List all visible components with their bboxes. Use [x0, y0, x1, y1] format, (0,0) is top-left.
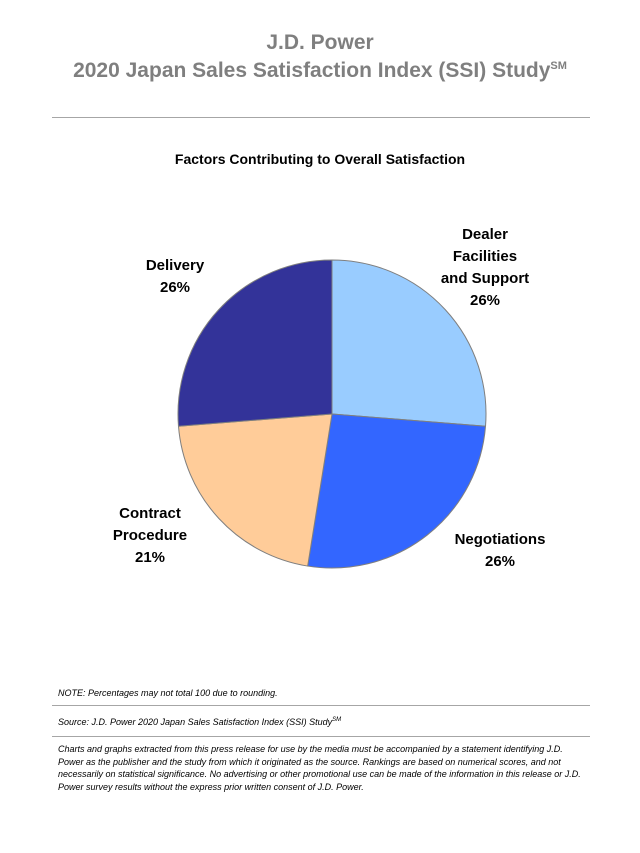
label-dealer-line2: Facilities — [452, 248, 518, 265]
header-subtitle-text: 2020 Japan Sales Satisfaction Index (SSI… — [73, 59, 551, 82]
label-delivery-line1: Delivery — [145, 257, 205, 274]
service-mark: SM — [550, 60, 567, 72]
label-contract-value: 21% — [134, 549, 166, 566]
header-subtitle: 2020 Japan Sales Satisfaction Index (SSI… — [0, 56, 640, 86]
label-delivery: Delivery 26% — [125, 255, 225, 299]
label-delivery-value: 26% — [159, 279, 191, 296]
label-contract-line1: Contract — [119, 505, 181, 522]
footer-divider-1 — [52, 705, 590, 706]
label-dealer: Dealer Facilities and Support 26% — [430, 224, 540, 312]
pie-slice-contract — [177, 413, 333, 567]
header-title: J.D. Power — [266, 31, 374, 54]
source-service-mark: SM — [332, 717, 342, 723]
pie-slice-dealer — [331, 259, 487, 427]
label-negotiations-line1: Negotiations — [454, 531, 546, 548]
footnote-source: Source: J.D. Power 2020 Japan Sales Sati… — [58, 717, 341, 727]
pie-slice-negotiations — [307, 413, 487, 569]
label-dealer-value: 26% — [469, 292, 501, 309]
label-negotiations: Negotiations 26% — [440, 529, 560, 573]
pie-slice-delivery — [177, 259, 333, 427]
page-header: J.D. Power 2020 Japan Sales Satisfaction… — [0, 30, 640, 86]
footnote-source-text: Source: J.D. Power 2020 Japan Sales Sati… — [58, 717, 333, 727]
footnote-note: NOTE: Percentages may not total 100 due … — [58, 688, 278, 698]
label-contract: Contract Procedure 21% — [100, 503, 200, 569]
label-contract-line2: Procedure — [112, 527, 188, 544]
header-divider — [52, 117, 590, 118]
label-dealer-line1: Dealer — [462, 226, 508, 243]
chart-title: Factors Contributing to Overall Satisfac… — [174, 151, 466, 167]
footer-divider-2 — [52, 736, 590, 737]
label-dealer-line3: and Support — [440, 270, 530, 287]
label-negotiations-value: 26% — [484, 553, 516, 570]
disclaimer: Charts and graphs extracted from this pr… — [58, 744, 581, 792]
